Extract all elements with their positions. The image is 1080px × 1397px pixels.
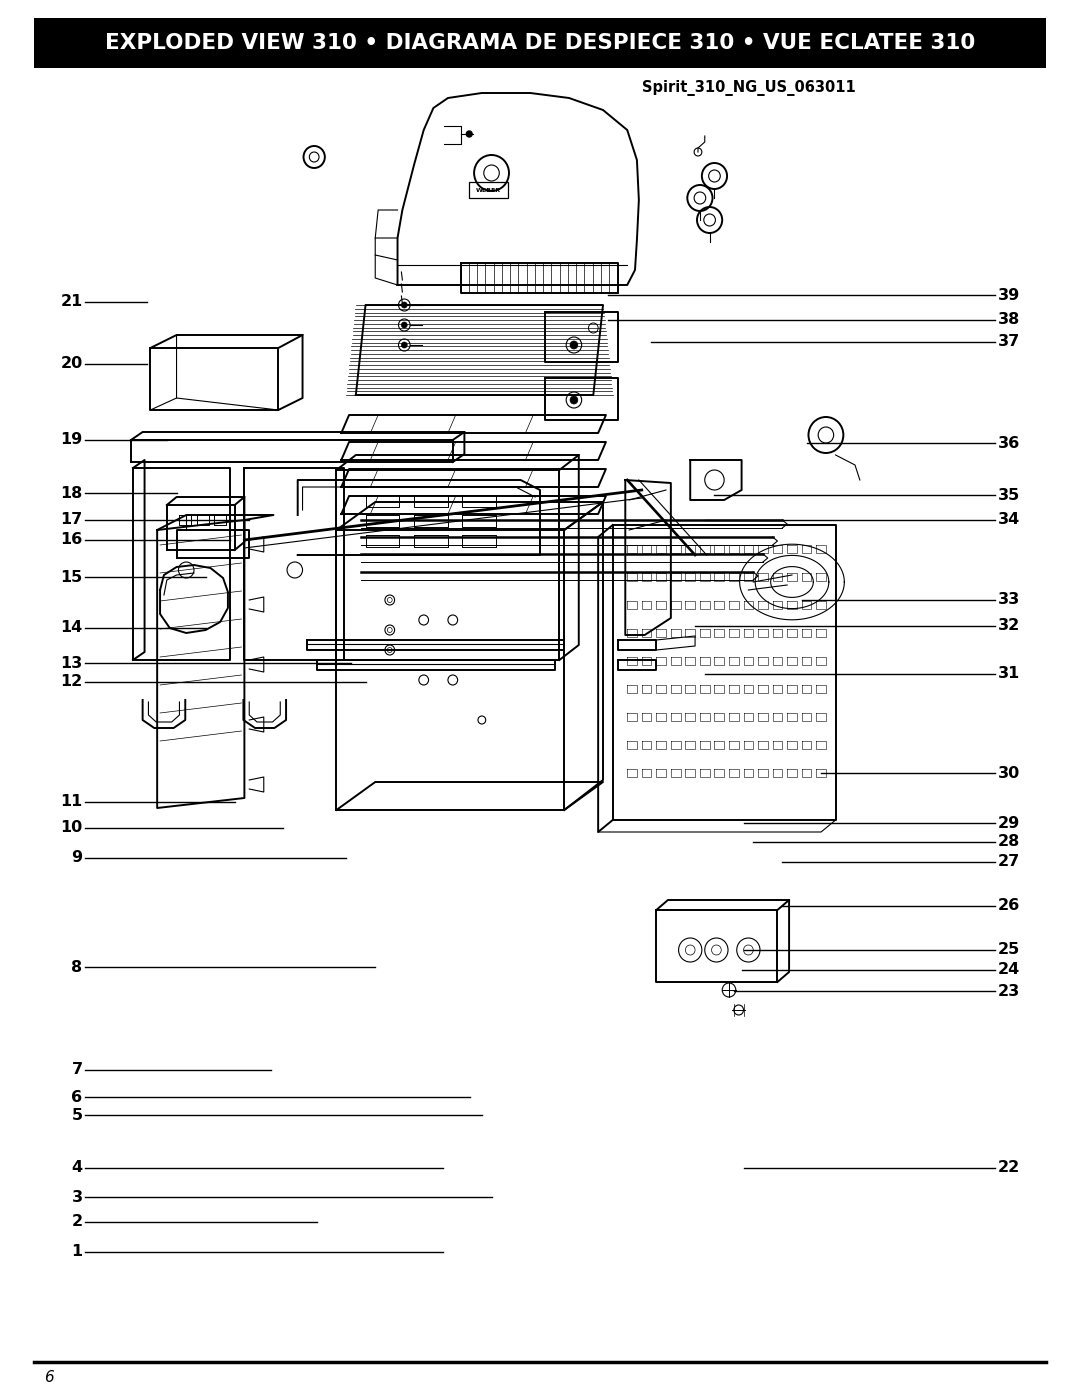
Text: 25: 25	[998, 943, 1020, 957]
Text: 23: 23	[998, 983, 1020, 999]
Text: 38: 38	[998, 313, 1020, 327]
Text: 35: 35	[998, 488, 1020, 503]
Text: 36: 36	[998, 436, 1020, 450]
Text: 6: 6	[44, 1370, 54, 1386]
Text: 21: 21	[60, 295, 82, 310]
Text: 1: 1	[71, 1245, 82, 1260]
Text: 27: 27	[998, 855, 1020, 869]
Text: 8: 8	[71, 960, 82, 975]
Text: 37: 37	[998, 334, 1020, 349]
Text: 31: 31	[998, 666, 1020, 682]
Text: 14: 14	[60, 620, 82, 636]
Text: EXPLODED VIEW 310 • DIAGRAMA DE DESPIECE 310 • VUE ECLATEE 310: EXPLODED VIEW 310 • DIAGRAMA DE DESPIECE…	[105, 34, 975, 53]
Text: 34: 34	[998, 513, 1020, 528]
Circle shape	[570, 341, 578, 349]
Text: 10: 10	[60, 820, 82, 835]
Bar	[469, 182, 508, 198]
Text: 3: 3	[71, 1189, 82, 1204]
Text: 39: 39	[998, 288, 1020, 303]
Text: 15: 15	[60, 570, 82, 584]
Circle shape	[467, 131, 472, 137]
Text: Spirit_310_NG_US_063011: Spirit_310_NG_US_063011	[642, 80, 855, 96]
Text: 18: 18	[60, 486, 82, 500]
Text: 16: 16	[60, 532, 82, 548]
Text: 28: 28	[998, 834, 1020, 849]
Text: 19: 19	[60, 433, 82, 447]
Text: 7: 7	[71, 1063, 82, 1077]
Text: 32: 32	[998, 619, 1020, 633]
Text: 30: 30	[998, 766, 1020, 781]
Text: 12: 12	[60, 675, 82, 690]
Text: 13: 13	[60, 655, 82, 671]
Circle shape	[402, 302, 407, 307]
Text: 24: 24	[998, 963, 1020, 978]
Circle shape	[570, 395, 578, 404]
Circle shape	[402, 342, 407, 348]
Text: 2: 2	[71, 1214, 82, 1229]
Text: 11: 11	[60, 795, 82, 809]
Bar	[35, 18, 1045, 68]
Text: 20: 20	[60, 356, 82, 372]
Circle shape	[402, 321, 407, 328]
Text: WEBER: WEBER	[476, 187, 501, 193]
Text: 9: 9	[71, 851, 82, 866]
Text: 17: 17	[60, 513, 82, 528]
Text: 6: 6	[71, 1090, 82, 1105]
Text: 22: 22	[998, 1161, 1020, 1175]
Text: 33: 33	[998, 592, 1020, 608]
Text: 26: 26	[998, 898, 1020, 914]
Text: 29: 29	[998, 816, 1020, 830]
Text: 4: 4	[71, 1161, 82, 1175]
Text: 5: 5	[71, 1108, 82, 1123]
